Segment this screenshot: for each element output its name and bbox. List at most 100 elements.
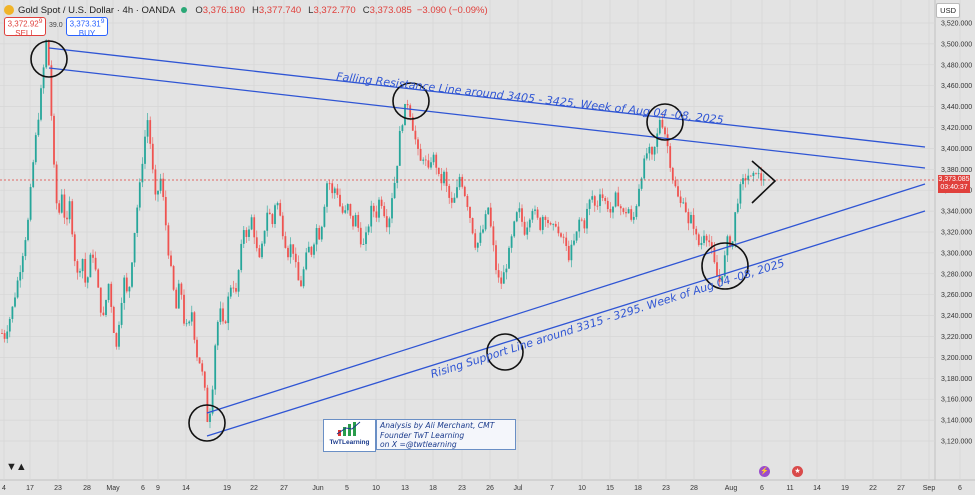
candle-body [89, 254, 92, 278]
candle-body [209, 413, 211, 422]
candle-body [32, 162, 35, 188]
candle-body [232, 287, 235, 289]
analysis-credit: Analysis by Ali Merchant, CMT Founder Tw… [376, 419, 516, 450]
currency-selector[interactable]: USD [936, 3, 960, 18]
candle-body [744, 178, 747, 181]
candle-body [617, 192, 620, 207]
candle-body [586, 208, 588, 229]
candle-body [313, 244, 315, 255]
touch-circle[interactable] [701, 242, 749, 290]
chart-header: Gold Spot / U.S. Dollar · 4h · OANDA O 3,… [4, 3, 493, 17]
y-tick-label: 3,180.000 [941, 376, 972, 383]
candle-body [461, 176, 464, 187]
sell-button[interactable]: 3,372.929 SELL [4, 17, 46, 38]
time-axis[interactable]: 4 17 23 28 May 6 9 14 19 22 27 Jun 5 10 13 18 23 26 Jul 7 10… [2, 485, 962, 492]
tradingview-logo-icon[interactable]: ▼▲ [6, 461, 27, 473]
candle-body [398, 130, 401, 166]
forecast-arrow[interactable] [751, 160, 777, 204]
candle-body [664, 127, 666, 135]
candle-body [297, 262, 300, 281]
candle-body [107, 283, 110, 300]
candle-body [71, 201, 74, 235]
symbol-title[interactable]: Gold Spot / U.S. Dollar · 4h · OANDA [18, 4, 176, 16]
y-tick-label: 3,460.000 [941, 83, 972, 90]
candle-body [190, 312, 193, 322]
touch-circle[interactable] [30, 40, 68, 78]
falling-resistance-upper-line[interactable] [48, 47, 926, 148]
candle-body [643, 158, 646, 179]
candle-body [253, 217, 256, 238]
candle-body [224, 321, 227, 324]
candle-body [466, 196, 469, 207]
y-tick-label: 3,500.000 [941, 41, 972, 48]
x-tick-label: 22 [250, 485, 258, 492]
candle-body [627, 209, 630, 214]
candle-body [354, 215, 357, 227]
candle-body [339, 194, 341, 207]
candle-body [53, 115, 55, 165]
candle-body [700, 242, 703, 245]
x-tick-label: 23 [54, 485, 62, 492]
x-tick-label: 13 [401, 485, 409, 492]
candle-body [328, 183, 331, 185]
candle-body [591, 196, 594, 200]
candle-body [352, 215, 354, 227]
candle-body [497, 270, 500, 278]
candle-body [372, 205, 375, 212]
logo-text: TwTLearning [329, 439, 370, 446]
candle-body [68, 201, 71, 220]
touch-circle[interactable] [188, 404, 226, 442]
candle-body [432, 154, 435, 163]
candle-body [375, 211, 378, 218]
candle-body [63, 194, 66, 218]
candle-body [531, 210, 534, 220]
rising-support-lower-line[interactable] [206, 210, 926, 437]
last-price-value: 3,373.085 [938, 176, 970, 183]
candle-body [378, 199, 380, 218]
candle-body [625, 212, 627, 214]
candle-body [734, 212, 737, 242]
candle-body [396, 165, 399, 183]
candle-body [560, 233, 562, 237]
candle-body [729, 236, 731, 247]
candle-body [237, 270, 240, 292]
buy-button[interactable]: 3,373.319 BUY [66, 17, 108, 38]
candle-body [463, 186, 466, 197]
x-tick-label: 18 [634, 485, 642, 492]
candle-body [274, 205, 276, 225]
candle-body [723, 255, 726, 277]
candle-body [593, 196, 596, 206]
touch-circle[interactable] [486, 333, 524, 371]
candle-body [385, 216, 388, 228]
candle-body [362, 244, 365, 245]
candle-body [708, 240, 711, 243]
candle-body [565, 237, 568, 246]
event-lightning-icon[interactable]: ⚡ [759, 466, 770, 477]
candle-body [219, 308, 222, 322]
touch-circle[interactable] [646, 103, 684, 141]
us-flag-event-icon[interactable]: ★ [792, 466, 803, 477]
candle-body [359, 227, 362, 245]
rising-support-upper-line[interactable] [206, 183, 926, 414]
candle-body [27, 219, 29, 241]
y-tick-label: 3,260.000 [941, 292, 972, 299]
candle-body [29, 187, 32, 220]
candle-body [518, 208, 521, 213]
candle-body [502, 272, 505, 284]
price-axis[interactable]: 3,120.000 3,140.000 3,160.000 3,180.000 3,20… [941, 21, 972, 446]
candle-body [606, 200, 609, 210]
touch-circle[interactable] [392, 82, 430, 120]
candle-body [157, 190, 159, 195]
candle-body [60, 194, 63, 213]
candle-body [544, 216, 547, 220]
candle-body [435, 154, 438, 168]
candle-body [632, 216, 635, 220]
x-tick-label: 18 [429, 485, 437, 492]
candle-body [762, 179, 765, 181]
falling-resistance-lower-line[interactable] [48, 67, 926, 169]
candle-body [133, 233, 136, 263]
candle-body [739, 184, 742, 204]
candle-body [81, 259, 84, 272]
candle-body [453, 197, 456, 203]
